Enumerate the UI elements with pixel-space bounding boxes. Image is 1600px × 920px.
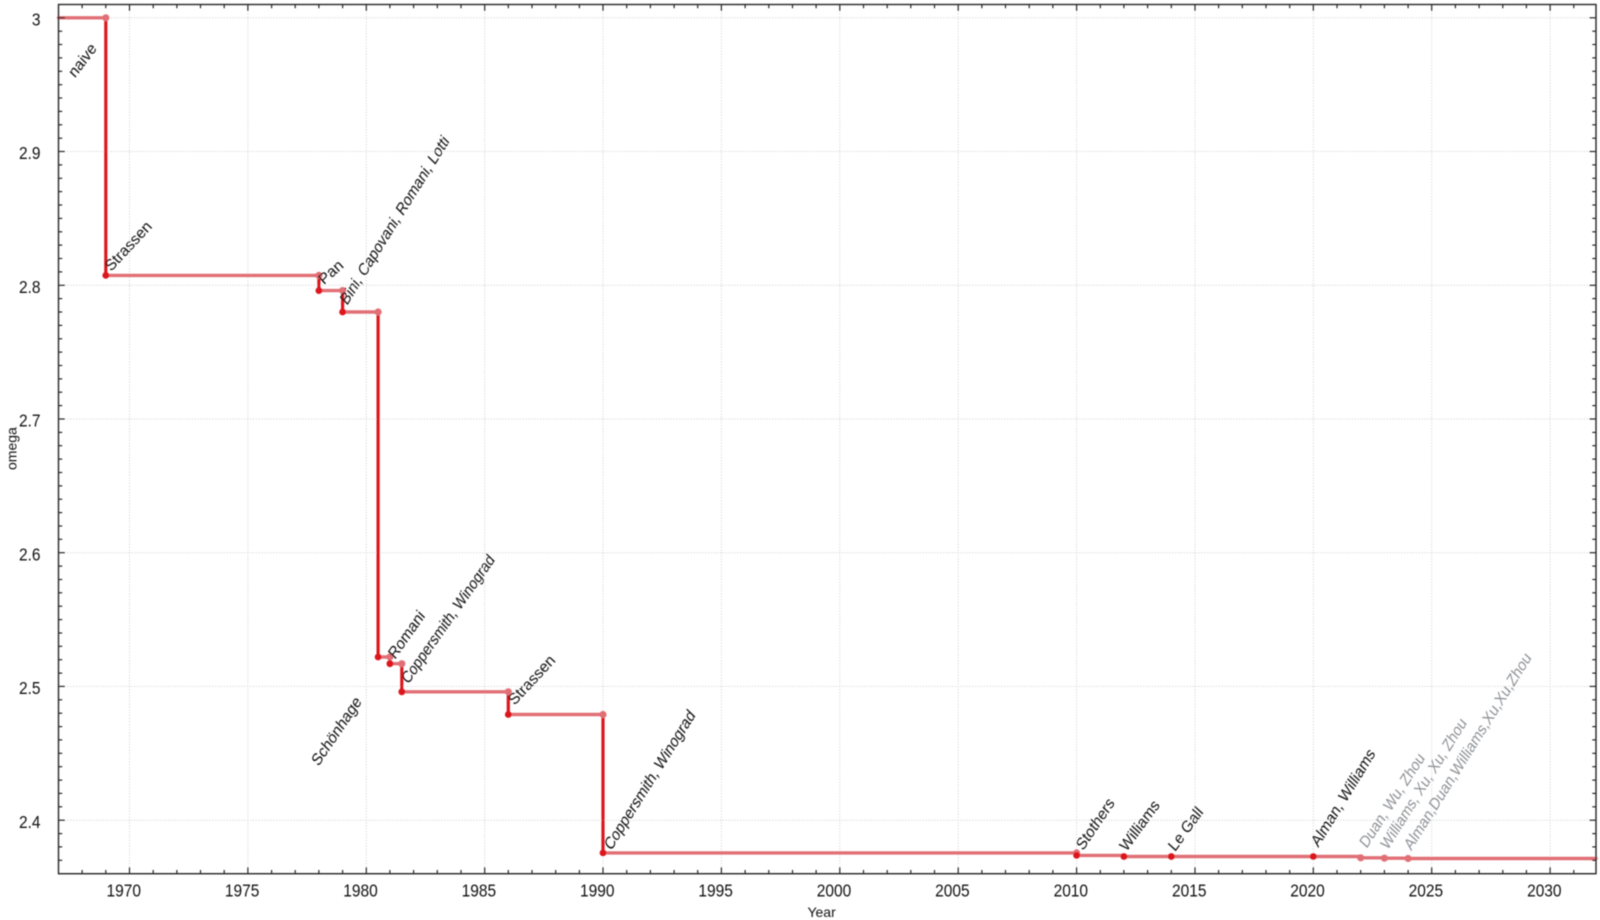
svg-text:Year: Year — [807, 904, 836, 920]
svg-text:1970: 1970 — [106, 882, 140, 901]
svg-text:1985: 1985 — [462, 882, 496, 901]
svg-text:2.5: 2.5 — [19, 679, 41, 698]
svg-text:2.7: 2.7 — [19, 412, 41, 431]
svg-text:2.4: 2.4 — [19, 813, 41, 832]
svg-text:1980: 1980 — [343, 882, 377, 901]
svg-text:1990: 1990 — [580, 882, 614, 901]
svg-text:2005: 2005 — [935, 882, 969, 901]
svg-text:2010: 2010 — [1054, 882, 1088, 901]
svg-text:2020: 2020 — [1290, 882, 1324, 901]
svg-text:2.8: 2.8 — [19, 278, 41, 297]
svg-text:3: 3 — [32, 11, 41, 30]
svg-text:2015: 2015 — [1172, 882, 1206, 901]
svg-text:2.9: 2.9 — [19, 144, 41, 163]
svg-text:2025: 2025 — [1409, 882, 1443, 901]
svg-text:1995: 1995 — [698, 882, 732, 901]
svg-text:1975: 1975 — [225, 882, 259, 901]
svg-text:omega: omega — [4, 427, 20, 470]
svg-text:2.6: 2.6 — [19, 546, 41, 565]
svg-text:2000: 2000 — [817, 882, 851, 901]
svg-text:2030: 2030 — [1527, 882, 1561, 901]
